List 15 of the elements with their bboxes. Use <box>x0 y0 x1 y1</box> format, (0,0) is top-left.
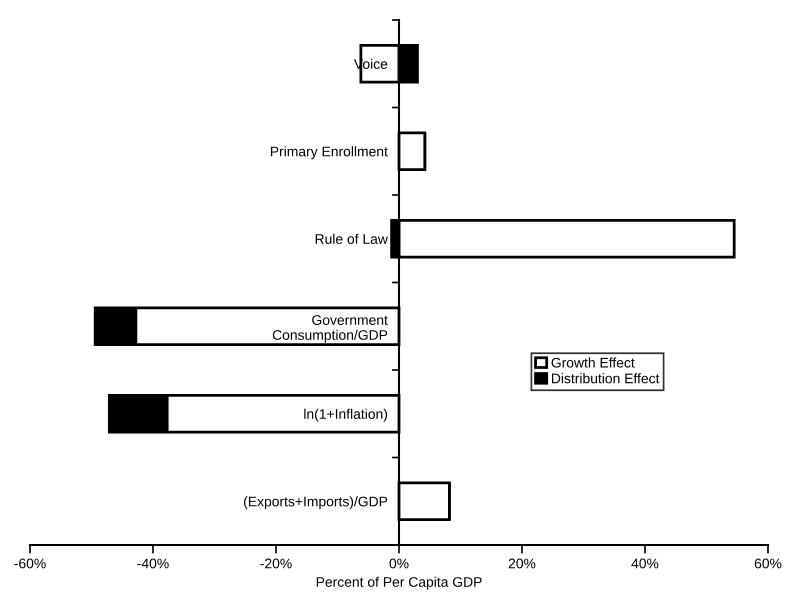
x-tick-label: 0% <box>390 558 409 568</box>
y-tick-label: Rule of Law <box>316 234 388 244</box>
x-tick-label: 40% <box>631 558 658 568</box>
y-tick-label: Government Consumption/GDP <box>272 315 388 343</box>
x-tick-label: 60% <box>754 558 782 568</box>
legend-label: Growth Effect <box>552 357 635 368</box>
x-axis-title: Percent of Per Capita GDP <box>316 576 482 590</box>
legend-label: Distribution Effect <box>552 373 660 384</box>
y-tick-label: (Exports+Imports)/GDP <box>244 496 388 510</box>
y-tick-label: ln(1+Inflation) <box>304 408 388 422</box>
x-tick-label: -60% <box>14 558 46 568</box>
x-tick-label: 20% <box>508 558 536 568</box>
x-tick-label: -40% <box>137 558 169 568</box>
x-tick-label: -20% <box>260 558 292 568</box>
y-tick-label: Primary Enrollment <box>270 146 388 160</box>
